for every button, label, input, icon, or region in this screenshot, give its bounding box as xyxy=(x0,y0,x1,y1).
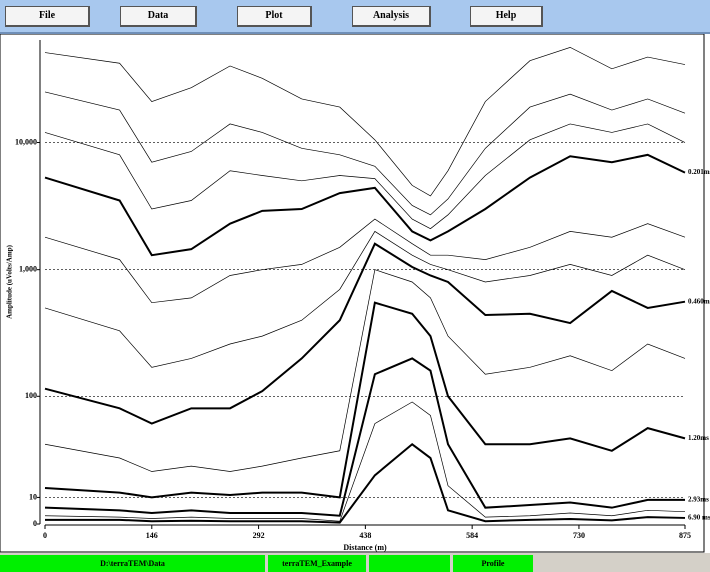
y-tick-label: 0 xyxy=(33,519,37,528)
series-line xyxy=(44,269,686,472)
series-line xyxy=(44,91,686,216)
series-label: 1.20ms xyxy=(688,434,709,442)
series-line xyxy=(44,301,686,499)
menu-button[interactable]: Plot xyxy=(237,6,312,27)
x-tick-label: 146 xyxy=(146,531,158,540)
status-view: Profile xyxy=(453,555,533,572)
x-tick-label: 292 xyxy=(253,531,265,540)
x-axis-title: Distance (m) xyxy=(343,543,387,552)
x-tick-label: 730 xyxy=(573,531,585,540)
menu-bar: File Data Plot Analysis Help xyxy=(0,0,710,34)
status-project: terraTEM_Example xyxy=(268,555,366,572)
series-line xyxy=(44,401,686,522)
status-bar: D:\terraTEM\Data terraTEM_Example Profil… xyxy=(0,553,710,572)
menu-button[interactable]: Data xyxy=(120,6,197,27)
menu-button[interactable]: Analysis xyxy=(352,6,431,27)
x-tick-label: 584 xyxy=(466,531,478,540)
menu-button[interactable]: Help xyxy=(470,6,543,27)
y-tick-label: 100 xyxy=(25,391,37,400)
series-label: 0.201ms xyxy=(688,168,710,176)
series-line xyxy=(44,123,686,230)
y-tick-label: 10,000 xyxy=(15,137,37,146)
series-line xyxy=(44,242,686,425)
series-line xyxy=(45,442,686,524)
series-line xyxy=(44,46,686,197)
y-axis-title: Amplitude (uVolts/Amp) xyxy=(6,244,14,319)
x-tick-label: 438 xyxy=(359,531,371,540)
y-tick-label: 1,000 xyxy=(19,264,37,273)
y-tick-label: 10 xyxy=(29,492,37,501)
series-line xyxy=(44,230,686,368)
series-label: 0.460ms xyxy=(688,297,710,305)
x-tick-label: 0 xyxy=(43,531,47,540)
status-path: D:\terraTEM\Data xyxy=(0,555,265,572)
series-line xyxy=(44,357,685,517)
x-tick-label: 875 xyxy=(679,531,691,540)
series-line xyxy=(44,218,686,304)
series-label: 2.93ms xyxy=(688,496,709,504)
menu-button[interactable]: File xyxy=(5,6,90,27)
status-blank xyxy=(369,555,450,572)
series-label: 6.90 ms xyxy=(688,514,710,522)
series-line xyxy=(44,153,686,257)
